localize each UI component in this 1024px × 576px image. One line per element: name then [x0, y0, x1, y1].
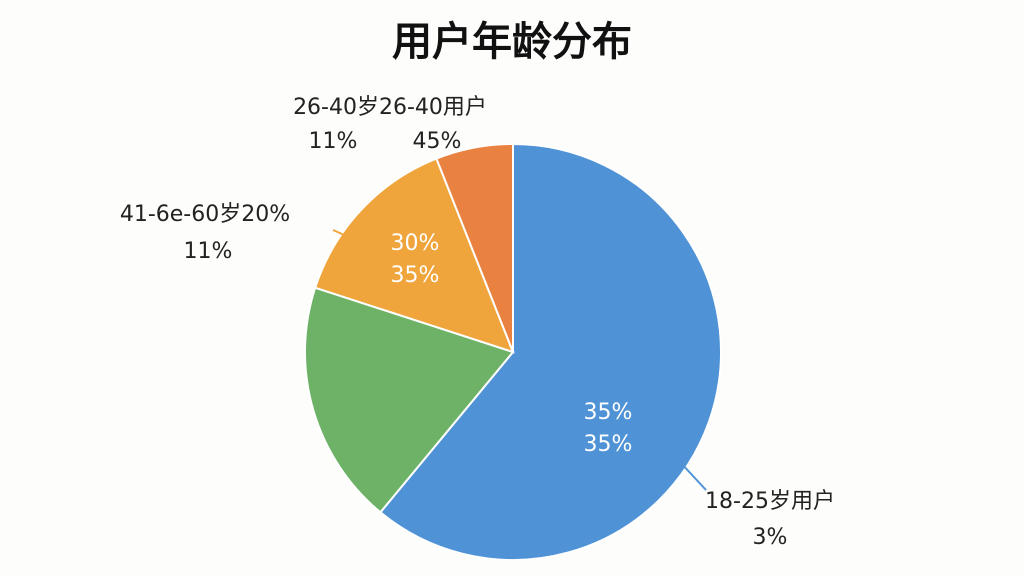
annotation: 35% [584, 432, 633, 457]
annotation: 45% [413, 129, 462, 154]
chart-title: 用户年龄分布 [392, 19, 632, 65]
annotation: 35% [584, 400, 633, 425]
leader-line [679, 461, 707, 491]
pie [304, 142, 722, 561]
annotation: 26-40岁26-40用户 [293, 95, 487, 120]
annotation: 11% [309, 129, 358, 154]
annotation: 41-6e-60岁20% [120, 202, 290, 227]
annotation: 35% [391, 263, 440, 288]
pie-slice [379, 142, 722, 561]
annotation: 3% [753, 525, 788, 550]
annotation: 30% [391, 231, 440, 256]
annotation: 18-25岁用户 [705, 489, 835, 514]
leader-line [457, 151, 463, 171]
pie-slice [435, 142, 514, 353]
leader-line [332, 229, 379, 251]
pie-slice [304, 286, 515, 514]
annotation: 11% [184, 239, 233, 264]
pie-slice [313, 157, 515, 354]
